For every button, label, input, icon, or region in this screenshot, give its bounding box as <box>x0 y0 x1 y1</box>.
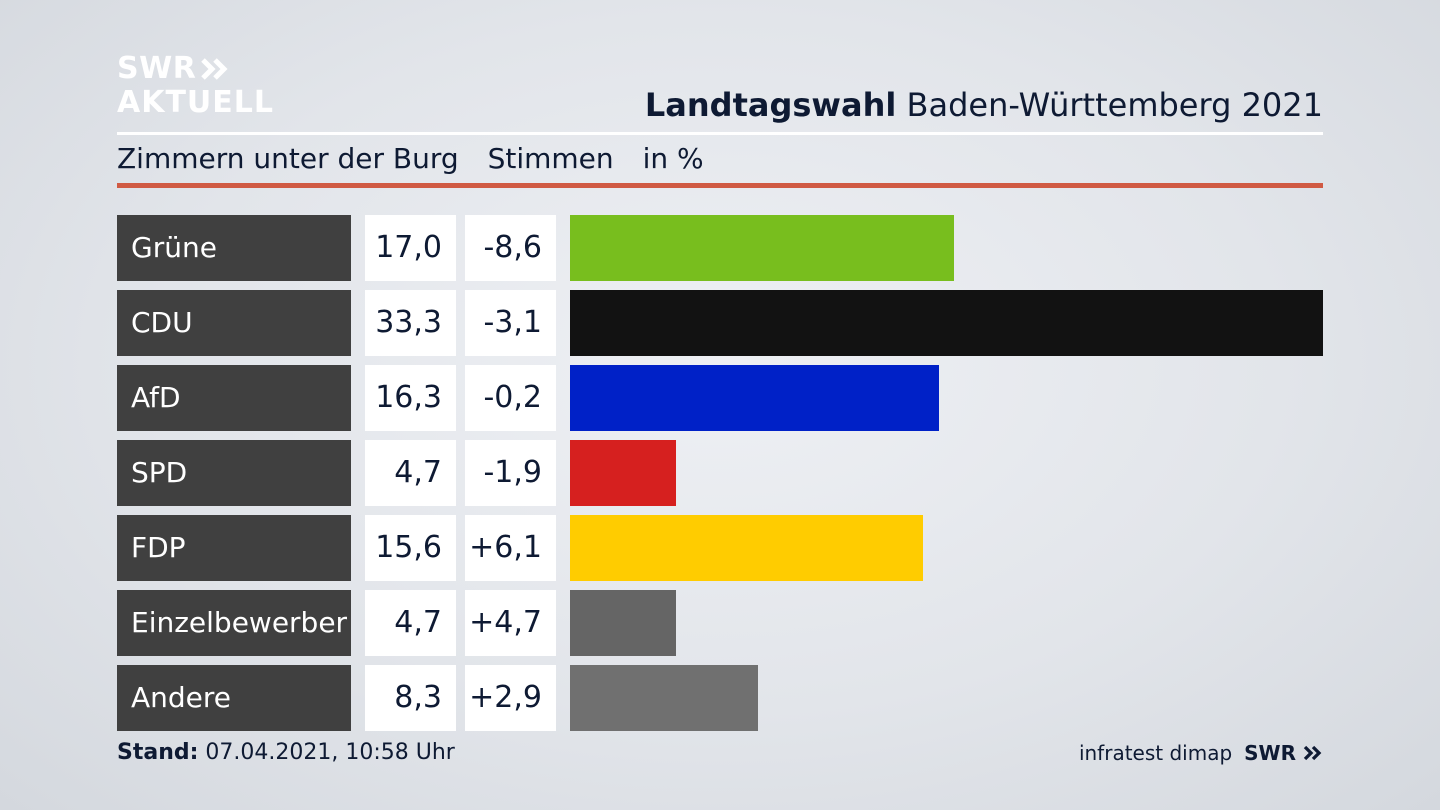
stand-label: Stand: <box>117 740 199 765</box>
vote-change-value: -1,9 <box>465 440 556 506</box>
result-bar <box>570 665 758 731</box>
result-row: FDP 15,6 +6,1 <box>117 515 1323 581</box>
result-bar <box>570 590 676 656</box>
party-label: Einzelbewerber <box>117 590 351 656</box>
swr-aktuell-logo: SWR AKTUELL <box>117 54 274 118</box>
title-bold: Landtagswahl <box>644 86 897 124</box>
result-bar <box>570 440 676 506</box>
stand-value: 07.04.2021, 10:58 Uhr <box>205 740 455 765</box>
logo-line2: AKTUELL <box>117 85 275 120</box>
result-bar <box>570 365 939 431</box>
party-label: FDP <box>117 515 351 581</box>
result-row: SPD 4,7 -1,9 <box>117 440 1323 506</box>
header-divider <box>117 132 1323 135</box>
vote-share-value: 15,6 <box>365 515 456 581</box>
subheader: Zimmern unter der Burg Stimmen in % <box>117 142 724 175</box>
party-label: CDU <box>117 290 351 356</box>
result-bar <box>570 515 923 581</box>
vote-change-value: -0,2 <box>465 365 556 431</box>
vote-change-value: +4,7 <box>465 590 556 656</box>
vote-share-value: 4,7 <box>365 440 456 506</box>
unit-label: in % <box>642 142 704 175</box>
result-row: Andere 8,3 +2,9 <box>117 665 1323 731</box>
brand-text: SWR <box>1244 741 1297 765</box>
source-credit: infratest dimap SWR <box>1079 741 1323 765</box>
district-name: Zimmern unter der Burg <box>117 142 459 175</box>
page-title: Landtagswahl Baden-Württemberg 2021 <box>645 86 1323 124</box>
party-label: SPD <box>117 440 351 506</box>
party-label: Grüne <box>117 215 351 281</box>
double-chevron-icon <box>1303 745 1322 761</box>
logo-line1: SWR <box>117 51 197 86</box>
vote-change-value: -8,6 <box>465 215 556 281</box>
source-label: infratest dimap <box>1078 741 1233 765</box>
vote-share-value: 8,3 <box>365 665 456 731</box>
vote-share-value: 17,0 <box>365 215 456 281</box>
accent-divider <box>117 183 1323 188</box>
vote-change-value: -3,1 <box>465 290 556 356</box>
swr-brand: SWR <box>1244 741 1323 765</box>
vote-share-value: 33,3 <box>365 290 456 356</box>
result-row: Grüne 17,0 -8,6 <box>117 215 1323 281</box>
result-row: AfD 16,3 -0,2 <box>117 365 1323 431</box>
result-row: Einzelbewerber 4,7 +4,7 <box>117 590 1323 656</box>
title-rest: Baden-Württemberg 2021 <box>906 86 1324 124</box>
result-bar <box>570 290 1323 356</box>
result-row: CDU 33,3 -3,1 <box>117 290 1323 356</box>
party-label: Andere <box>117 665 351 731</box>
timestamp: Stand: 07.04.2021, 10:58 Uhr <box>117 740 455 765</box>
vote-share-value: 4,7 <box>365 590 456 656</box>
double-chevron-icon <box>201 58 228 80</box>
vote-change-value: +6,1 <box>465 515 556 581</box>
measure-label: Stimmen <box>487 142 614 175</box>
vote-change-value: +2,9 <box>465 665 556 731</box>
party-label: AfD <box>117 365 351 431</box>
result-bar <box>570 215 954 281</box>
vote-share-value: 16,3 <box>365 365 456 431</box>
